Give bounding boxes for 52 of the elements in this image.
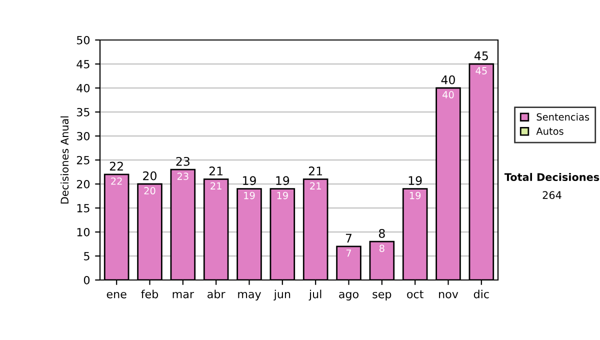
x-tick-label: oct bbox=[407, 290, 424, 298]
data-label: 19 bbox=[410, 192, 421, 200]
legend-label: Autos bbox=[536, 128, 564, 135]
y-tick-label: 30 bbox=[76, 132, 90, 140]
x-tick-label: ene bbox=[106, 292, 126, 298]
x-tick-label: ago bbox=[339, 292, 358, 300]
x-tick-label: jul bbox=[308, 290, 322, 300]
y-tick-label: 10 bbox=[77, 228, 90, 236]
total-label: 19 bbox=[276, 176, 290, 186]
data-label: 23 bbox=[177, 172, 188, 180]
total-label: 45 bbox=[474, 52, 488, 60]
data-label: 19 bbox=[277, 192, 288, 200]
total-label: 40 bbox=[441, 75, 455, 84]
x-tick-label: abr bbox=[208, 290, 226, 298]
total-label: 7 bbox=[346, 234, 352, 243]
y-tick-label: 35 bbox=[76, 108, 90, 116]
y-tick-label: 0 bbox=[84, 276, 90, 284]
x-tick-label: may bbox=[238, 292, 262, 300]
x-tick-label: sep bbox=[372, 292, 392, 300]
data-label: 8 bbox=[379, 244, 384, 252]
total-label: 8 bbox=[378, 228, 385, 238]
y-tick-label: 15 bbox=[77, 204, 90, 212]
x-tick-label: nov bbox=[439, 292, 458, 298]
y-tick-label: 40 bbox=[76, 84, 90, 92]
y-axis-title: Decisiones Anual bbox=[60, 116, 69, 204]
y-tick-label: 25 bbox=[76, 156, 90, 164]
data-label: 7 bbox=[346, 250, 352, 257]
total-label: 21 bbox=[308, 166, 322, 176]
data-label: 20 bbox=[144, 187, 156, 194]
total-label: 20 bbox=[143, 171, 156, 180]
y-tick-label: 20 bbox=[76, 180, 90, 188]
x-tick-label: mar bbox=[172, 292, 194, 298]
y-tick-label: 5 bbox=[84, 252, 90, 260]
text: 264 bbox=[542, 191, 562, 200]
x-tick-label: feb bbox=[141, 290, 158, 298]
data-label: 19 bbox=[244, 192, 255, 200]
y-tick-label: 50 bbox=[76, 36, 90, 44]
x-tick-label: dic bbox=[474, 290, 489, 298]
data-label: 22 bbox=[111, 177, 122, 185]
data-label: 21 bbox=[310, 182, 321, 190]
legend-label: Sentencias bbox=[536, 113, 590, 121]
data-label: 40 bbox=[442, 91, 454, 98]
data-label: 45 bbox=[476, 67, 487, 74]
text: Total Decisiones bbox=[504, 172, 600, 182]
total-label: 21 bbox=[209, 166, 223, 176]
total-label: 23 bbox=[176, 156, 190, 166]
data-label: 21 bbox=[210, 182, 222, 190]
total-label: 19 bbox=[408, 176, 422, 186]
y-tick-label: 45 bbox=[76, 60, 90, 68]
total-label: 19 bbox=[243, 176, 256, 186]
total-label: 22 bbox=[110, 162, 123, 171]
x-tick-label: jun bbox=[274, 290, 290, 300]
